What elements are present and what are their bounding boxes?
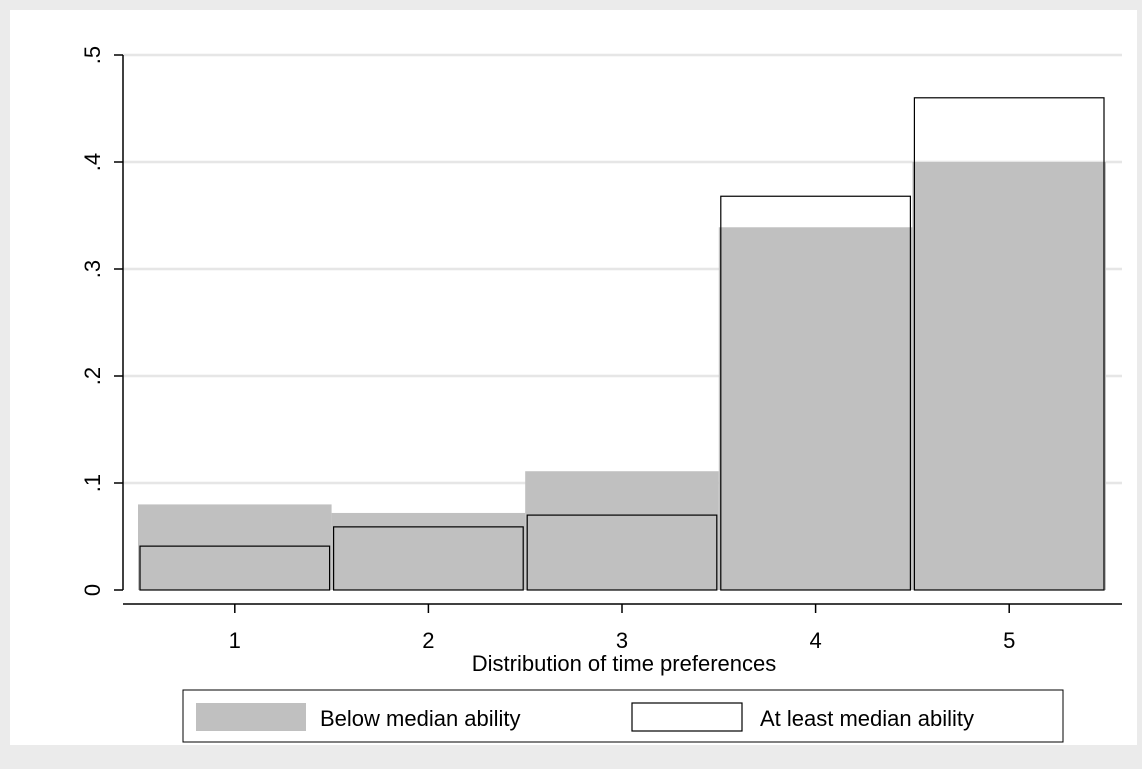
x-tick-label: 4 — [809, 628, 821, 653]
bar-at-least-median — [526, 514, 718, 591]
bar-below-median — [331, 512, 526, 590]
x-tick-label: 5 — [1003, 628, 1015, 653]
legend-swatch-below-median — [196, 703, 306, 731]
y-tick-label: 0 — [80, 584, 105, 596]
bars — [138, 97, 1106, 591]
legend-swatch-at-least-median — [631, 702, 743, 732]
x-axis-title: Distribution of time preferences — [472, 651, 776, 676]
bar-at-least-median — [333, 526, 524, 591]
x-ticks: 1 2 3 4 5 — [229, 604, 1015, 653]
bar-at-least-median — [720, 195, 911, 591]
bar-below-median — [912, 162, 1106, 590]
bar-below-median — [138, 504, 332, 590]
legend-label-below-median: Below median ability — [320, 706, 521, 731]
bar-below-median — [718, 227, 913, 590]
bar-below-median — [525, 471, 719, 590]
legend-box — [182, 689, 1064, 743]
y-tick-label: .2 — [80, 367, 105, 385]
y-tick-label: .1 — [80, 474, 105, 492]
y-tick-label: .4 — [80, 153, 105, 171]
y-tick-label: .3 — [80, 260, 105, 278]
y-tick-label: .5 — [80, 46, 105, 64]
x-tick-label: 3 — [616, 628, 628, 653]
bar-at-least-median — [913, 97, 1105, 591]
x-tick-label: 1 — [229, 628, 241, 653]
legend-label-at-least-median: At least median ability — [760, 706, 974, 731]
bar-at-least-median — [139, 545, 331, 591]
y-ticks: 0 .1 .2 .3 .4 .5 — [80, 46, 123, 596]
x-tick-label: 2 — [422, 628, 434, 653]
legend: Below median ability At least median abi… — [182, 689, 1064, 743]
